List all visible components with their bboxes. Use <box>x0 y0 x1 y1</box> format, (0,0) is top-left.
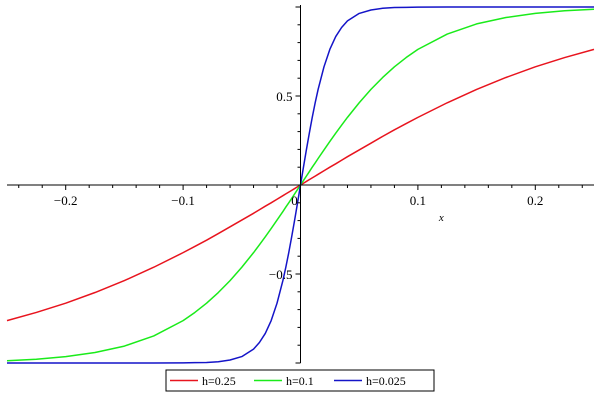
y-tick-label: 0.5 <box>276 89 292 104</box>
legend-label-3: h=0.025 <box>366 374 406 388</box>
y-tick-labels: 0.5 −0.5 <box>269 89 293 282</box>
axes-layer: −0.2 −0.1 0 0.1 0.2 0.5 −0.5 x <box>7 5 594 364</box>
legend: h=0.25 h=0.1 h=0.025 <box>165 369 435 392</box>
legend-box <box>165 369 435 392</box>
legend-label-2: h=0.1 <box>286 374 314 388</box>
x-tick-label: −0.1 <box>171 193 195 208</box>
y-tick-label: −0.5 <box>269 267 293 282</box>
x-tick-label: 0.2 <box>527 193 543 208</box>
x-tick-label: 0.1 <box>410 193 426 208</box>
x-tick-label: −0.2 <box>54 193 78 208</box>
x-ticks <box>18 185 583 190</box>
x-tick-labels: −0.2 −0.1 0 0.1 0.2 <box>54 193 544 208</box>
y-ticks <box>295 6 301 364</box>
x-axis-title: x <box>438 212 444 224</box>
x-tick-label: 0 <box>291 193 298 208</box>
legend-label-1: h=0.25 <box>202 374 236 388</box>
